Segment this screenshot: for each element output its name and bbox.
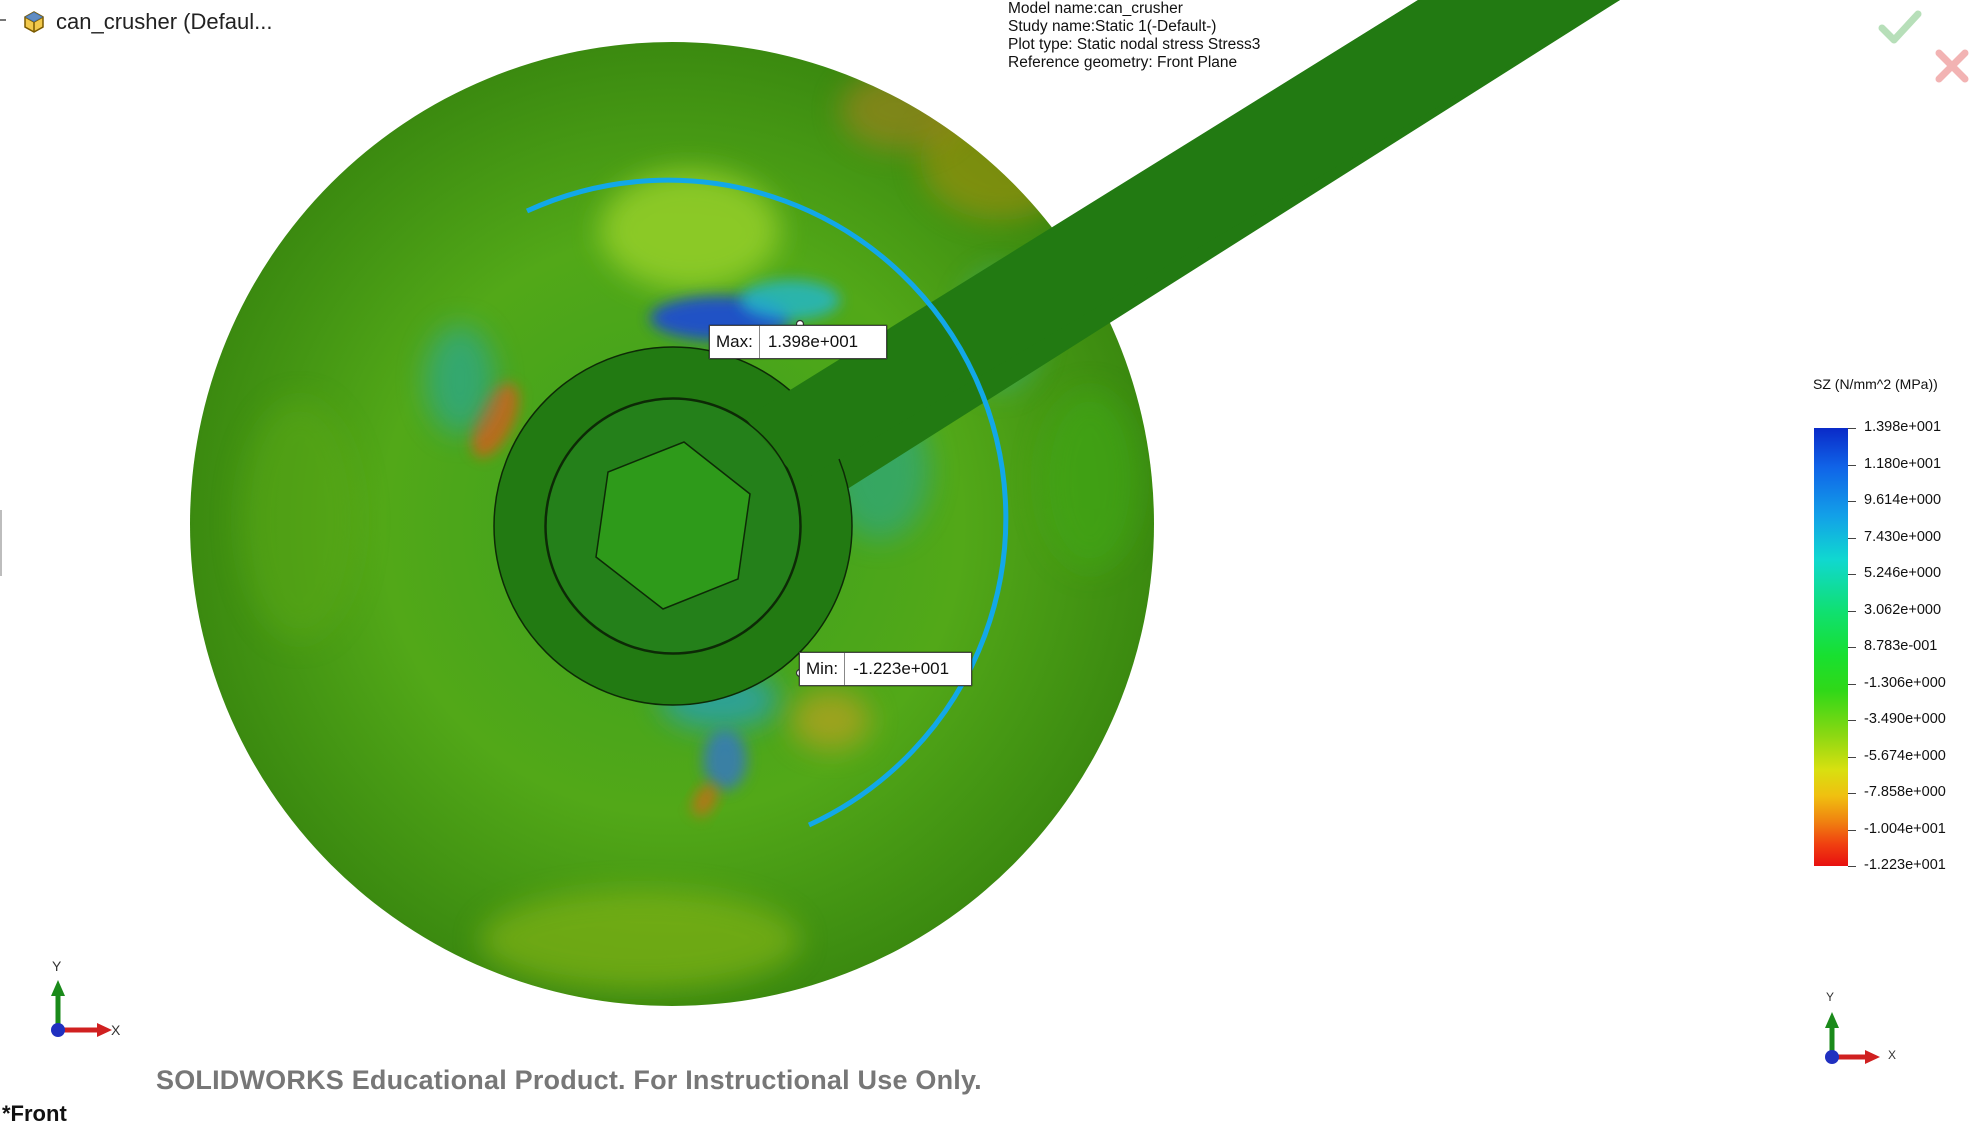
legend-tick [1848, 829, 1856, 831]
reference-triad [1825, 1012, 1880, 1064]
reference-geometry: Reference geometry: Front Plane [1008, 54, 1238, 71]
ref-triad-y-label: Y [1826, 990, 1835, 1004]
panel-edge-tick [0, 19, 6, 21]
legend-value: 7.430e+000 [1864, 528, 1942, 545]
coordinate-triad [51, 980, 112, 1037]
legend-tick [1848, 683, 1856, 685]
plot-type: Plot type: Static nodal stress Stress3 [1008, 36, 1261, 53]
legend-value: 8.783e-001 [1864, 638, 1938, 654]
min-label: Min: [800, 653, 846, 685]
legend-value: 3.062e+000 [1864, 601, 1942, 618]
study-info-block: Model name:can_crusher Study name:Static… [1008, 0, 1260, 72]
legend-value: -7.858e+000 [1864, 784, 1946, 800]
legend-tick [1848, 428, 1856, 429]
view-orientation-label: *Front [2, 1101, 67, 1126]
ref-triad-x-label: X [1888, 1048, 1897, 1062]
rotation-arc[interactable] [525, 177, 1009, 828]
min-callout[interactable]: Min: -1.223e+001 [799, 652, 973, 686]
legend-value: -1.004e+001 [1864, 820, 1946, 837]
document-title-text: can_crusher (Defaul... [56, 9, 273, 34]
legend-value: 1.180e+001 [1864, 455, 1942, 472]
legend-value: -3.490e+000 [1864, 711, 1946, 727]
legend-value: -1.306e+000 [1864, 674, 1946, 691]
triad-y-label: Y [52, 958, 62, 974]
legend-tick [1848, 574, 1856, 575]
legend-value: -1.223e+001 [1864, 857, 1946, 873]
educational-watermark: SOLIDWORKS Educational Product. For Inst… [156, 1065, 982, 1095]
hub-core [545, 398, 801, 654]
triad-x-label: X [111, 1022, 121, 1038]
legend-tick [1848, 537, 1856, 539]
legend-value: -5.674e+000 [1864, 747, 1946, 764]
study-name: Study name:Static 1(-Default-) [1008, 18, 1217, 35]
part-icon [24, 11, 44, 33]
min-value: -1.223e+001 [853, 659, 950, 678]
legend-value: 5.246e+000 [1864, 565, 1942, 581]
model-name: Model name:can_crusher [1008, 0, 1183, 17]
legend-tick [1848, 720, 1856, 721]
legend-tick [1848, 866, 1856, 867]
legend-tick [1848, 501, 1856, 502]
legend-color-bar[interactable] [1814, 428, 1848, 866]
max-callout[interactable]: Max: 1.398e+001 [709, 325, 887, 359]
legend-tick [1848, 647, 1856, 648]
legend-value: 1.398e+001 [1864, 419, 1942, 435]
legend-title: SZ (N/mm^2 (MPa)) [1813, 376, 1938, 392]
legend-ticks [1848, 428, 1858, 867]
max-label: Max: [710, 326, 760, 358]
handle-arm-overlap [745, 0, 1620, 482]
document-title[interactable]: can_crusher (Defaul... [20, 8, 272, 36]
legend-value: 9.614e+000 [1864, 492, 1942, 508]
legend-tick [1848, 610, 1856, 612]
ok-check-icon[interactable] [1878, 10, 1922, 46]
legend-tick [1848, 793, 1856, 794]
hex-bore [595, 441, 751, 610]
panel-splitter-handle[interactable] [0, 510, 2, 576]
legend-tick [1848, 756, 1856, 758]
cancel-x-icon[interactable] [1934, 48, 1970, 84]
max-value: 1.398e+001 [767, 332, 859, 351]
legend-tick [1848, 464, 1856, 466]
